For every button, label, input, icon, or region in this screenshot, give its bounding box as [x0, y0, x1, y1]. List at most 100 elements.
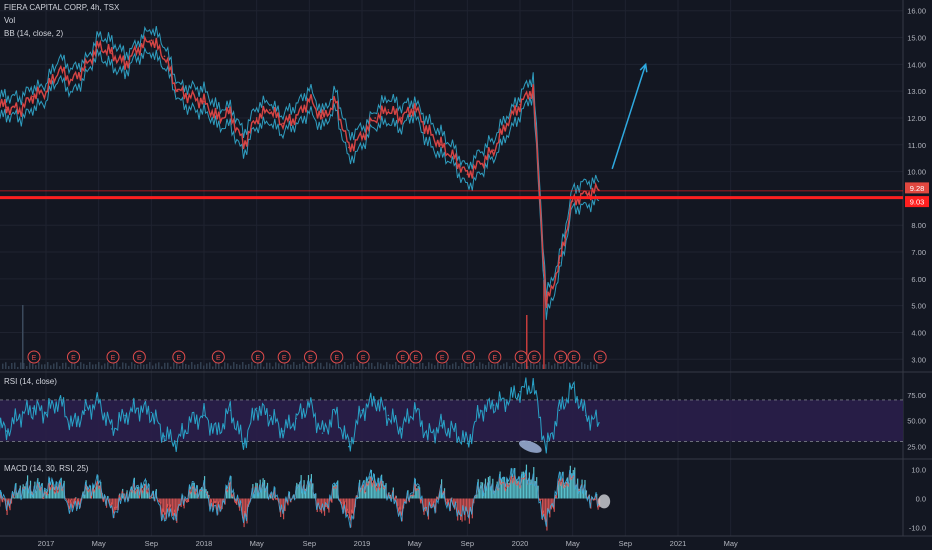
price-axis-tick: 10.00 [907, 168, 926, 177]
symbol-title[interactable]: FIERA CAPITAL CORP, 4h, TSX [4, 3, 120, 12]
volume-bar [230, 365, 232, 369]
volume-bar [68, 366, 70, 369]
macd-bar [499, 471, 501, 499]
macd-bar [490, 486, 492, 499]
macd-bar [560, 481, 563, 499]
rsi-point [440, 425, 442, 427]
volume-bar [251, 362, 253, 369]
macd-bar [187, 498, 190, 502]
macd-bar [146, 492, 149, 499]
volume-bar [92, 364, 94, 369]
bb-label[interactable]: BB (14, close, 2) [4, 29, 64, 38]
price-tag-label: 9.03 [910, 198, 925, 207]
earnings-badge-icon [132, 350, 146, 364]
rsi-point [32, 407, 34, 409]
volume-bar [200, 362, 202, 369]
rsi-point [308, 403, 311, 405]
macd-bar [470, 498, 472, 511]
volume-bar [578, 365, 580, 369]
volume-bar [509, 366, 511, 369]
volume-bar [503, 363, 505, 369]
macd-bar [59, 481, 61, 499]
volume-bar [95, 364, 97, 369]
volume-bar [563, 362, 565, 369]
volume-bar [263, 366, 265, 369]
volume-bar [557, 362, 559, 369]
macd-bar [157, 498, 159, 500]
volume-bar [515, 362, 517, 369]
earnings-badge-letter: E [466, 355, 471, 362]
macd-bar [334, 483, 336, 499]
macd-bar [347, 498, 349, 513]
volume-bar [587, 364, 589, 369]
volume-bar [266, 362, 268, 369]
volume-bar [338, 364, 340, 369]
rsi-point [374, 399, 376, 401]
volume-bar [311, 362, 313, 369]
price-point [255, 117, 258, 119]
volume-bar [293, 362, 295, 369]
volume-bar [341, 364, 343, 369]
macd-bar [240, 498, 242, 504]
macd-bar [25, 483, 27, 499]
volume-bar [455, 362, 457, 369]
volume-bar [539, 362, 541, 369]
macd-bar [413, 495, 415, 499]
macd-bar [350, 498, 352, 528]
macd-bar [214, 498, 216, 503]
earnings-badge-icon [356, 350, 370, 364]
rsi-label[interactable]: RSI (14, close) [4, 377, 57, 386]
price-point [519, 103, 521, 106]
volume-bar [506, 362, 508, 369]
macd-bar [528, 472, 530, 499]
price-point [71, 79, 74, 82]
macd-bar [171, 498, 174, 516]
volume-bar [353, 362, 355, 369]
volume-bar [257, 363, 259, 369]
volume-bar [140, 362, 142, 369]
price-tag [905, 182, 929, 194]
volume-bar [134, 363, 136, 369]
volume-bar [182, 362, 184, 369]
price-point [571, 200, 574, 202]
macd-bar [362, 484, 364, 499]
volume-bar [272, 366, 274, 369]
macd-bar [179, 498, 181, 507]
volume-bar [569, 366, 571, 369]
volume-bar [536, 365, 538, 369]
price-point [387, 109, 390, 111]
macd-bar [331, 498, 333, 503]
macd-bar [114, 498, 116, 511]
volume-bar [434, 365, 436, 369]
earnings-badge-icon [330, 350, 344, 364]
macd-bar [367, 481, 370, 499]
macd-bar [158, 498, 160, 503]
rsi-point [585, 414, 587, 417]
macd-bar [130, 486, 133, 499]
macd-bar [326, 498, 329, 509]
volume-bar [377, 362, 379, 369]
time-axis-tick: 2021 [670, 539, 687, 548]
macd-bar [544, 498, 547, 522]
rsi-point [150, 411, 153, 414]
price-point [84, 66, 87, 68]
earnings-badge-icon [277, 350, 291, 364]
macd-bar [40, 487, 42, 499]
price-point [229, 111, 232, 114]
vol-label[interactable]: Vol [4, 16, 16, 25]
macd-bar [566, 477, 569, 499]
volume-bar [305, 365, 307, 369]
macd-bar [372, 482, 374, 499]
earnings-badge-letter: E [176, 355, 181, 362]
macd-bar [476, 494, 478, 499]
volume-bar [449, 365, 451, 369]
macd-bar [110, 498, 112, 508]
macd-bar [487, 477, 490, 499]
macd-label[interactable]: MACD (14, 30, RSI, 25) [4, 464, 89, 473]
macd-bar [455, 498, 457, 504]
volume-bar [236, 363, 238, 369]
bollinger-upper-band [0, 25, 600, 299]
macd-bar [531, 478, 533, 499]
volume-bar [521, 362, 523, 369]
